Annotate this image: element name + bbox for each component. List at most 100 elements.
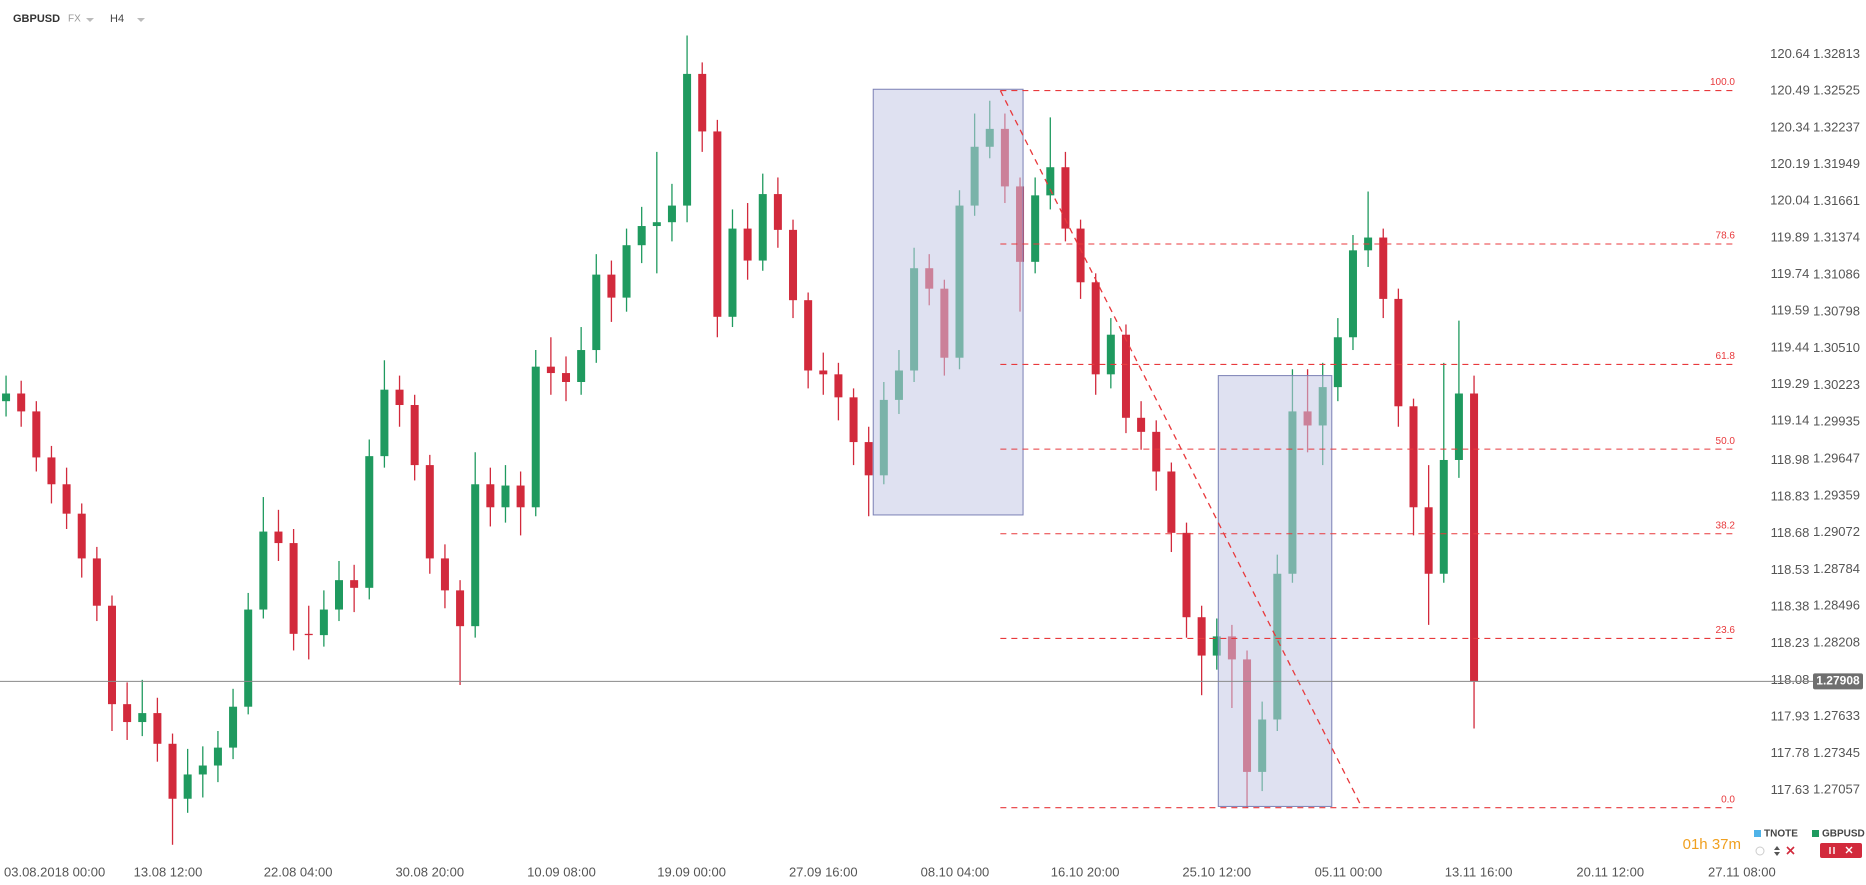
y2-tick-label: 120.64 [1770,46,1810,61]
candle-body [92,558,101,606]
candle-body [562,373,571,382]
x-tick-label: 13.11 16:00 [1445,864,1513,879]
candle-body [1394,298,1403,407]
y-tick-label: 1.29072 [1813,524,1860,539]
countdown: 01h 37m [1683,836,1741,853]
x-tick-label: 08.10 04:00 [921,864,990,879]
symbol[interactable]: GBPUSD [13,13,60,25]
candle-body [501,485,510,508]
y2-tick-label: 117.93 [1771,709,1810,724]
candle-body [1031,195,1040,262]
y-tick-label: 1.32525 [1813,83,1860,98]
x-tick-label: 27.09 16:00 [789,864,858,879]
candle-body [425,465,434,559]
candle-body [47,457,56,485]
candle-body [1106,334,1115,375]
candle-body [471,484,480,627]
y-tick-label: 1.28784 [1813,561,1860,576]
y-tick-label: 1.29647 [1813,451,1860,466]
candle-body [486,484,495,508]
dropdown-caret[interactable] [86,18,94,22]
y-tick-label: 1.27345 [1813,745,1860,760]
candle-body [213,747,222,766]
candle-body [1121,334,1130,418]
candle-body [713,131,722,317]
settings-icon[interactable] [1755,846,1765,856]
close-icon[interactable] [1786,846,1795,855]
y2-tick-label: 118.68 [1771,525,1810,540]
plot-area: 100.0 78.6 61.8 50.0 38.2 23.6 0.0 [2,35,1737,845]
candle-body [32,411,41,458]
y-tick-label: 1.27633 [1813,708,1860,723]
y2-tick-label: 117.78 [1771,745,1810,760]
candle-body [1046,167,1055,196]
fib-level-label: 61.8 [1716,351,1736,362]
y-tick-label: 1.28496 [1813,598,1860,613]
candle-body [577,350,586,382]
current-price-box [1813,673,1863,690]
candle-body [819,370,828,375]
y2-tick-label: 120.19 [1770,156,1810,171]
candle-body [804,300,813,371]
y-tick-label: 1.32813 [1813,46,1860,61]
x-tick-label: 16.10 20:00 [1051,864,1120,879]
candle-body [531,366,540,508]
candle-body [183,774,192,799]
candle-body [304,633,313,636]
zone [872,88,1024,516]
candle-body [592,274,601,351]
candle-body [1470,393,1479,682]
candle-body [335,580,344,610]
y2-tick-label: 119.14 [1771,413,1810,428]
candle-body [789,229,798,301]
candle-body [622,245,631,298]
candle-body [365,456,374,588]
candle-body [17,393,26,412]
fib-level-label: 0.0 [1721,794,1735,805]
candle-body [1454,393,1463,460]
candle-body [456,590,465,627]
x-tick-label: 13.08 12:00 [134,864,203,879]
candle-body [2,393,11,402]
arrows-icon[interactable] [1774,846,1780,856]
candle-body [849,397,858,443]
x-tick-label: 30.08 20:00 [395,864,464,879]
y-tick-label: 1.28208 [1813,634,1860,649]
y2-tick-label: 119.59 [1771,303,1810,318]
candle-body [743,228,752,261]
candle-body [667,205,676,223]
candle-body [1091,282,1100,375]
fib-level-label: 38.2 [1716,520,1736,531]
fib-level-label: 23.6 [1716,625,1736,636]
candle-body [652,222,661,227]
candle-body [728,228,737,317]
candle-body [516,485,525,508]
candle-body [168,743,177,799]
y2-tick-label: 118.98 [1771,452,1810,467]
candle-body [683,73,692,206]
zone [1217,375,1333,807]
trade-button[interactable] [1820,843,1862,858]
candle-body [1439,459,1448,574]
candle-body [1333,337,1342,388]
candle-body [380,389,389,457]
y2-tick-label: 118.83 [1771,488,1810,503]
candle-body [440,558,449,591]
candle-body [259,531,268,610]
candle-body [229,706,238,748]
candle-body [637,226,646,246]
legend-label[interactable]: TNOTE [1764,829,1798,840]
candle-body [758,194,767,261]
legend-label[interactable]: GBPUSD [1822,829,1865,840]
candle-body [1379,237,1388,299]
trade-button-icon [1829,846,1853,854]
candle-body [1212,636,1221,656]
y-tick-label: 1.32237 [1813,119,1860,134]
candle-body [410,405,419,466]
y2-tick-label: 118.53 [1771,562,1810,577]
dropdown-caret[interactable] [137,18,145,22]
candle-body [1076,228,1085,283]
market[interactable]: FX [68,14,81,25]
timeframe[interactable]: H4 [110,13,124,25]
